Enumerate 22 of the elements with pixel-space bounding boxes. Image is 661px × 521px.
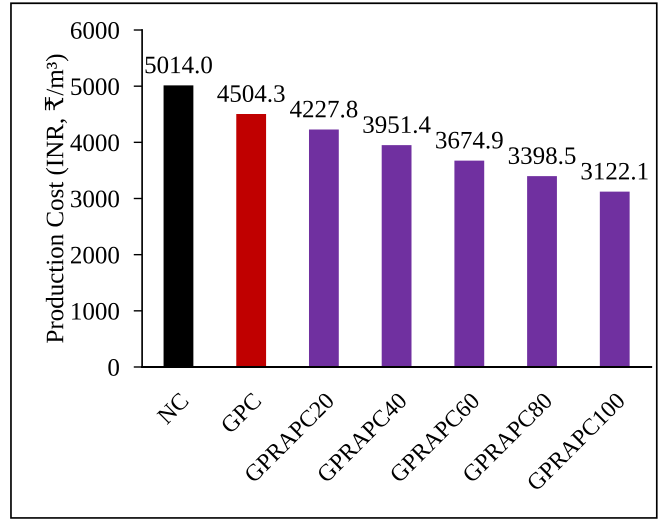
data-label: 3674.9 [436, 132, 503, 149]
y-tick-label: 4000 [70, 134, 119, 152]
y-axis-title: Production Cost (INR, ₹/m³) [44, 54, 69, 343]
y-tick-label: 6000 [70, 22, 119, 39]
y-tick-label: 5000 [71, 78, 119, 96]
bar [454, 160, 484, 367]
data-label: 4504.3 [217, 85, 285, 102]
bar [236, 114, 266, 367]
y-tick-label: 1000 [72, 302, 119, 320]
data-label: 3951.4 [363, 116, 431, 134]
data-label: 3398.5 [508, 147, 576, 164]
bar [308, 130, 339, 367]
data-label: 3122.1 [582, 162, 648, 180]
x-tick-label: NC [156, 392, 190, 426]
y-tick-label: 2000 [70, 246, 119, 264]
y-tick-label: 0 [108, 359, 119, 376]
bar [382, 145, 412, 367]
data-label: 5014.0 [146, 56, 212, 74]
y-tick-label: 3000 [71, 190, 119, 208]
bar [527, 176, 557, 367]
data-label: 4227.8 [290, 100, 358, 118]
bar [600, 192, 630, 367]
